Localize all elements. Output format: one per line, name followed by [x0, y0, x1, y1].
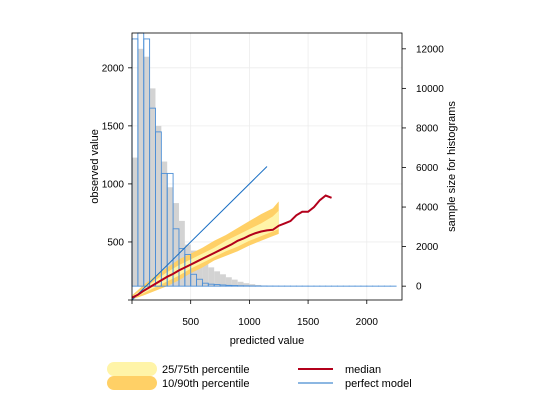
- perfect-model-line: [131, 166, 268, 301]
- observed-histogram-bar: [237, 281, 244, 287]
- observed-histogram-bar: [155, 125, 162, 287]
- observed-histogram-bar: [143, 56, 150, 287]
- observed-histogram-bar: [196, 258, 203, 287]
- predicted-histogram-bar: [225, 284, 233, 287]
- legend: 25/75th percentile 10/90th percentile me…: [107, 362, 412, 390]
- legend-item-25-75: 25/75th percentile: [107, 362, 249, 376]
- legend-swatch-25-75: [107, 362, 157, 376]
- legend-item-10-90: 10/90th percentile: [107, 376, 249, 390]
- predicted-histogram-bar: [184, 254, 192, 287]
- legend-label-median: median: [345, 364, 381, 376]
- y-tick-label: 1000: [102, 179, 125, 190]
- y2-tick-label: 10000: [416, 84, 444, 95]
- observed-histogram-bar: [137, 48, 144, 287]
- x-tick-label: 1500: [297, 317, 320, 328]
- y-tick-label: 1500: [102, 121, 125, 132]
- legend-label-perfect-model: perfect model: [345, 378, 412, 390]
- observed-histogram-bar: [220, 274, 226, 287]
- plot-frame: [131, 32, 403, 301]
- observed-histogram-bar: [225, 277, 232, 287]
- y2-axis-title: sample size for histograms: [446, 101, 458, 232]
- observed-histogram-bar: [208, 267, 215, 287]
- legend-label-25-75: 25/75th percentile: [162, 364, 249, 376]
- observed-histogram-bar: [214, 271, 221, 287]
- x-tick-label: 500: [182, 317, 199, 328]
- y-tick-label: 500: [107, 237, 124, 248]
- x-tick-label: 2000: [356, 317, 379, 328]
- observed-histogram-bar: [167, 187, 174, 287]
- predicted-histogram-bar: [196, 278, 203, 287]
- y2-tick-label: 4000: [416, 203, 439, 214]
- series-lines: [131, 166, 332, 301]
- predicted-histogram-bar: [231, 285, 239, 287]
- legend-item-perfect-model: perfect model: [298, 378, 412, 390]
- x-axis-title: predicted value: [230, 335, 305, 347]
- median-line: [131, 194, 332, 299]
- observed-histogram-bar: [243, 283, 250, 287]
- observed-histogram-bar: [173, 203, 179, 287]
- axis-ticks: 500 1000 1500 2000 500 1000 1500 2000 0 2000 4000 6…: [102, 44, 444, 328]
- y-tick-label: 2000: [102, 63, 125, 74]
- y2-tick-label: 8000: [416, 123, 439, 134]
- legend-item-median: median: [298, 364, 381, 376]
- observed-histogram-bar: [149, 88, 156, 287]
- y2-tick-label: 0: [416, 282, 422, 293]
- y2-tick-label: 6000: [416, 163, 439, 174]
- observed-histogram-bar: [249, 284, 256, 287]
- legend-label-10-90: 10/90th percentile: [162, 378, 249, 390]
- y2-tick-label: 12000: [416, 44, 444, 55]
- observed-histogram-bar: [202, 262, 209, 287]
- legend-swatch-10-90: [107, 376, 157, 390]
- observed-histogram-bar: [178, 220, 185, 287]
- observed-histogram-bar: [161, 161, 168, 287]
- x-tick-label: 1000: [238, 317, 261, 328]
- observed-histogram-bar: [231, 279, 238, 287]
- y2-tick-label: 2000: [416, 242, 439, 253]
- y-axis-title: observed value: [89, 129, 101, 204]
- observed-histogram-bar: [132, 157, 138, 287]
